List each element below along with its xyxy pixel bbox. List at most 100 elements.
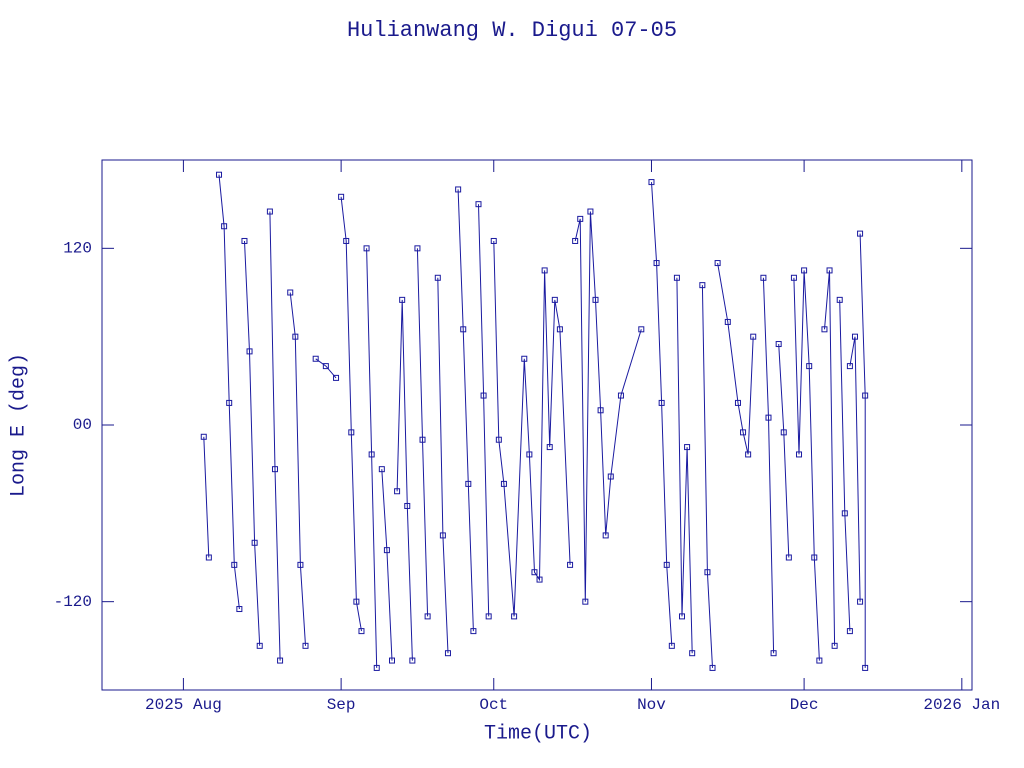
data-point: [521, 355, 528, 362]
data-point: [821, 326, 828, 333]
data-point: [684, 444, 691, 451]
data-point: [714, 260, 721, 267]
data-point: [862, 392, 869, 399]
data-point: [439, 532, 446, 539]
data-point: [414, 245, 421, 252]
data-point: [455, 186, 462, 193]
data-point: [541, 267, 548, 274]
data-point: [709, 664, 716, 671]
data-point: [816, 657, 823, 664]
data-point: [577, 215, 584, 222]
data-point: [785, 554, 792, 561]
data-point: [699, 282, 706, 289]
data-point: [790, 274, 797, 281]
data-point: [597, 407, 604, 414]
data-point: [750, 333, 757, 340]
data-point: [653, 260, 660, 267]
data-point: [287, 289, 294, 296]
data-point: [862, 664, 869, 671]
x-tick-label: Dec: [790, 696, 819, 714]
data-point: [480, 392, 487, 399]
data-point: [841, 510, 848, 517]
data-point: [353, 598, 360, 605]
data-point: [297, 561, 304, 568]
data-point: [526, 451, 533, 458]
data-point: [836, 296, 843, 303]
data-point: [246, 348, 253, 355]
data-point: [572, 237, 579, 244]
data-point: [348, 429, 355, 436]
data-point: [256, 642, 263, 649]
data-point: [567, 561, 574, 568]
data-point: [205, 554, 212, 561]
data-point: [277, 657, 284, 664]
data-point: [434, 274, 441, 281]
data-point: [765, 414, 772, 421]
data-point: [556, 326, 563, 333]
data-point: [770, 650, 777, 657]
data-point: [648, 179, 655, 186]
data-point: [368, 451, 375, 458]
data-point: [475, 201, 482, 208]
data-point: [236, 606, 243, 613]
data-point: [251, 539, 258, 546]
data-point: [221, 223, 228, 230]
data-point: [607, 473, 614, 480]
data-point: [689, 650, 696, 657]
data-point: [419, 436, 426, 443]
data-point: [460, 326, 467, 333]
data-point: [485, 613, 492, 620]
x-tick-label: Oct: [479, 696, 508, 714]
data-point: [587, 208, 594, 215]
y-tick-label: -120: [54, 593, 92, 611]
data-point: [373, 664, 380, 671]
data-point: [500, 480, 507, 487]
data-point: [343, 237, 350, 244]
data-point: [831, 642, 838, 649]
data-line: [203, 174, 866, 668]
data-point: [312, 355, 319, 362]
data-point: [679, 613, 685, 620]
data-point: [811, 554, 818, 561]
data-point: [271, 466, 278, 473]
data-point: [668, 642, 675, 649]
data-point: [734, 399, 741, 406]
data-point: [846, 628, 853, 635]
data-point: [602, 532, 609, 539]
data-point: [200, 433, 207, 440]
data-point: [424, 613, 431, 620]
data-point: [760, 274, 767, 281]
data-point: [389, 657, 395, 664]
data-point: [857, 230, 864, 237]
plot-area: [200, 171, 869, 671]
data-point: [322, 363, 329, 370]
data-point: [241, 237, 248, 244]
data-point: [780, 429, 787, 436]
data-point: [801, 267, 808, 274]
data-point: [740, 429, 747, 436]
data-point: [465, 480, 472, 487]
data-point: [536, 576, 543, 583]
data-point: [704, 569, 711, 576]
data-point: [592, 296, 599, 303]
data-point: [378, 466, 385, 473]
chart-title: Hulianwang W. Digui 07-05: [347, 18, 677, 43]
data-point: [806, 363, 813, 370]
y-axis-label: Long E (deg): [7, 353, 30, 497]
data-point: [546, 444, 553, 451]
data-point: [495, 436, 502, 443]
y-tick-label: 120: [63, 240, 92, 258]
x-tick-label: Nov: [637, 696, 666, 714]
data-point: [338, 193, 345, 200]
data-point: [363, 245, 370, 252]
x-tick-label: 2026 Jan: [923, 696, 1000, 714]
data-point: [796, 451, 803, 458]
data-point: [302, 642, 309, 649]
data-point: [551, 296, 558, 303]
data-point: [394, 488, 401, 495]
data-point: [404, 502, 411, 509]
plot-frame: [101, 159, 973, 691]
data-point: [745, 451, 752, 458]
data-point: [470, 628, 477, 635]
data-point: [399, 296, 406, 303]
